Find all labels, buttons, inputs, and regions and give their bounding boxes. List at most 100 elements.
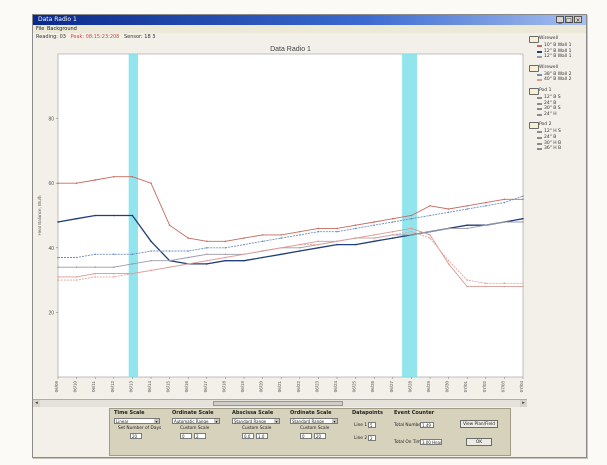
data-point bbox=[280, 237, 282, 239]
abscissa-min-input[interactable]: 0.0 bbox=[242, 433, 254, 439]
legend-item[interactable]: 24" B bbox=[528, 101, 561, 107]
legend-group[interactable]: Wirewell 38" B Wall 2 40" B Wall 2 bbox=[528, 64, 571, 83]
maximize-icon[interactable]: □ bbox=[565, 16, 573, 24]
data-point bbox=[224, 253, 227, 256]
chevron-down-icon: ▾ bbox=[332, 419, 337, 424]
legend-swatch bbox=[537, 108, 542, 111]
data-point bbox=[485, 205, 487, 207]
x-tick-label: 06/13 bbox=[128, 381, 133, 393]
ordinate2-group: Ordinate Scale bbox=[290, 410, 332, 417]
x-tick-label: 06/15 bbox=[166, 381, 171, 393]
horizontal-scrollbar[interactable]: ◂ ▸ bbox=[33, 399, 527, 407]
legend-item[interactable]: 24" B bbox=[528, 135, 561, 141]
legend-item[interactable]: 30" B S bbox=[528, 106, 561, 112]
data-point bbox=[466, 224, 469, 226]
control-panel: Time Scale Linear ▾ Set Number of Days 20… bbox=[109, 408, 511, 456]
legend-swatch bbox=[537, 142, 542, 145]
legend-group[interactable]: Pod 1 12" B S 24" B 30" B S 24" H bbox=[528, 87, 561, 117]
legend-item-label: 10" B Wall 1 bbox=[544, 43, 572, 48]
view-plan-button[interactable]: View Plan/Field bbox=[460, 420, 498, 428]
legend-item[interactable]: 40" B Wall 2 bbox=[528, 77, 571, 83]
close-icon[interactable]: × bbox=[574, 16, 582, 24]
data-point bbox=[503, 282, 506, 285]
data-point bbox=[336, 243, 338, 246]
ordinate2-max-input[interactable]: 20 bbox=[314, 433, 326, 439]
x-tick-label: 06/22 bbox=[296, 381, 301, 393]
data-point bbox=[317, 227, 320, 230]
data-point bbox=[503, 198, 506, 201]
data-point bbox=[336, 240, 338, 243]
ok-button[interactable]: OK bbox=[466, 438, 492, 446]
menu-file[interactable]: File bbox=[36, 26, 45, 32]
data-point bbox=[410, 227, 413, 230]
ordinate-select[interactable]: Automatic Range ▾ bbox=[172, 418, 220, 424]
legend-item[interactable]: 12" B Wall 1 bbox=[528, 49, 571, 55]
x-tick-label: 07/04 bbox=[519, 381, 524, 393]
data-point bbox=[373, 237, 376, 239]
data-point bbox=[261, 256, 264, 259]
readout-sensor: Sensor: 18 3 bbox=[123, 34, 156, 40]
days-input[interactable]: 20 bbox=[130, 433, 142, 439]
minimize-icon[interactable]: _ bbox=[556, 16, 564, 24]
line2-input[interactable]: 2 bbox=[368, 435, 376, 441]
x-tick-label: 06/10 bbox=[73, 381, 78, 393]
legend-group-header[interactable]: Pod 2 bbox=[528, 121, 561, 130]
ordinate2-select[interactable]: Standard Range ▾ bbox=[290, 418, 338, 424]
legend-item[interactable]: 38" B Wall 2 bbox=[528, 72, 571, 78]
time-scale-select[interactable]: Linear ▾ bbox=[114, 418, 160, 424]
scroll-left-icon[interactable]: ◂ bbox=[33, 400, 40, 407]
scrollbar-thumb[interactable] bbox=[213, 401, 343, 406]
data-point bbox=[75, 217, 78, 220]
data-point bbox=[354, 243, 357, 246]
x-tick-label: 06/14 bbox=[147, 381, 152, 393]
data-point bbox=[168, 250, 171, 252]
data-point bbox=[503, 201, 506, 204]
data-point bbox=[466, 208, 469, 210]
data-point bbox=[447, 259, 450, 262]
folder-icon bbox=[529, 88, 539, 95]
data-point bbox=[261, 234, 264, 236]
legend-group-header[interactable]: Wirewell bbox=[528, 35, 571, 43]
data-point bbox=[94, 266, 96, 268]
data-point bbox=[187, 263, 189, 265]
data-point bbox=[113, 276, 115, 278]
legend-item[interactable]: 30" H B bbox=[528, 141, 561, 147]
legend-swatch bbox=[537, 73, 542, 76]
ordinate-min-input[interactable]: 0 bbox=[180, 433, 192, 439]
menu-background[interactable]: Background bbox=[47, 26, 77, 32]
ordinate2-min-input[interactable]: 0 bbox=[300, 433, 312, 439]
data-point bbox=[113, 214, 115, 217]
data-point bbox=[410, 230, 413, 233]
data-point bbox=[373, 221, 376, 223]
x-tick-label: 06/16 bbox=[184, 381, 189, 393]
data-point bbox=[392, 221, 394, 223]
legend-group-header[interactable]: Wirewell bbox=[528, 64, 571, 72]
ordinate-max-input[interactable]: 2 bbox=[194, 433, 206, 439]
abscissa-group: Abscissa Scale bbox=[232, 410, 273, 417]
x-tick-label: 07/01 bbox=[463, 381, 468, 393]
title-bar[interactable]: Data Radio 1 _ □ × bbox=[33, 15, 586, 25]
legend-swatch bbox=[537, 102, 542, 105]
data-point bbox=[168, 259, 171, 262]
data-point bbox=[168, 224, 171, 226]
legend-item[interactable]: 12" B S bbox=[528, 95, 561, 101]
legend-group[interactable]: Pod 2 12" H S 24" B 30" H B 36" H B bbox=[528, 121, 561, 151]
legend-item[interactable]: 12" B Wall 1 bbox=[528, 54, 571, 60]
legend-item[interactable]: 24" H bbox=[528, 112, 561, 118]
line1-input[interactable]: 5 bbox=[368, 422, 376, 428]
abscissa-max-input[interactable]: 1.0 bbox=[256, 433, 268, 439]
data-point bbox=[522, 282, 524, 285]
legend-item[interactable]: 12" H S bbox=[528, 129, 561, 135]
legend-group[interactable]: Wirewell 10" B Wall 1 12" B Wall 1 12" B Wa… bbox=[528, 35, 571, 60]
data-point bbox=[131, 214, 134, 217]
scroll-right-icon[interactable]: ▸ bbox=[520, 400, 527, 407]
data-point bbox=[131, 175, 134, 178]
legend-item[interactable]: 10" B Wall 1 bbox=[528, 43, 571, 49]
abscissa-title: Abscissa Scale bbox=[232, 410, 274, 416]
legend-item[interactable]: 36" H B bbox=[528, 146, 561, 152]
data-point bbox=[317, 247, 320, 249]
legend-group-header[interactable]: Pod 1 bbox=[528, 87, 561, 95]
abscissa-select[interactable]: Standard Range ▾ bbox=[232, 418, 280, 424]
data-point bbox=[466, 205, 469, 207]
total-number-value: 1.49 bbox=[420, 422, 434, 428]
